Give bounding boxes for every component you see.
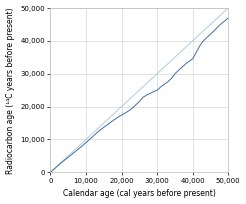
X-axis label: Calendar age (cal years before present): Calendar age (cal years before present) bbox=[63, 190, 216, 198]
Y-axis label: Radiocarbon age (¹⁴C years before present): Radiocarbon age (¹⁴C years before presen… bbox=[6, 7, 15, 174]
